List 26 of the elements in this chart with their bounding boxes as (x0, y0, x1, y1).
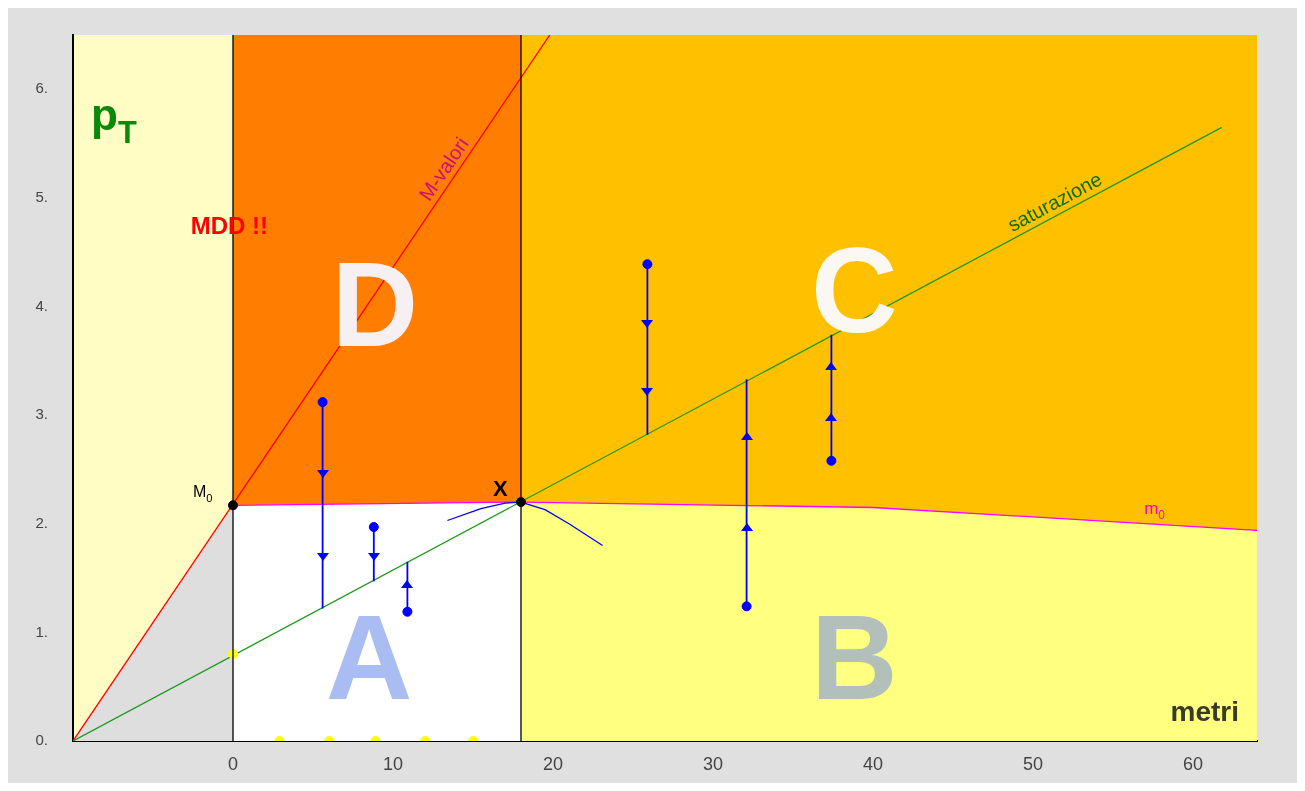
annotation: C (811, 223, 898, 358)
x-tick-label: 10 (382, 753, 404, 774)
x-axis-title: metri (1170, 696, 1239, 727)
x-tick-label: 60 (1182, 753, 1204, 774)
y-tick-label: 4. (35, 296, 48, 314)
point (317, 397, 328, 408)
point (402, 606, 413, 617)
point (741, 601, 752, 612)
x-tick-label: 0 (227, 753, 239, 774)
annotation: A (325, 590, 413, 725)
x-tick-label: 30 (702, 753, 724, 774)
y-tick-label: 2. (35, 513, 48, 531)
y-tick-label: 1. (35, 622, 48, 640)
x-tick-label: 50 (1022, 753, 1044, 774)
annotation: D (331, 237, 419, 372)
y-tick-label: 3. (35, 405, 48, 423)
y-tick-label: 6. (35, 79, 48, 97)
annotation: B (811, 590, 898, 725)
annotation: X (493, 476, 508, 502)
point (826, 455, 837, 466)
x-tick-label: 20 (542, 753, 564, 774)
point (642, 259, 653, 270)
y-tick-label: 5. (35, 188, 48, 206)
y-tick-label: 0. (35, 731, 48, 749)
point (368, 522, 379, 533)
x-tick-label: 40 (862, 753, 884, 774)
